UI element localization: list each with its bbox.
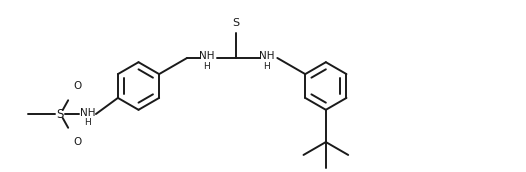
Text: O: O (74, 137, 82, 147)
Text: H: H (203, 62, 210, 71)
Text: NH: NH (199, 51, 214, 62)
Text: NH: NH (80, 108, 95, 118)
Text: S: S (56, 108, 64, 121)
Text: H: H (264, 62, 270, 71)
Text: H: H (84, 119, 91, 127)
Text: NH: NH (259, 51, 275, 62)
Text: S: S (232, 18, 239, 28)
Text: O: O (74, 81, 82, 91)
